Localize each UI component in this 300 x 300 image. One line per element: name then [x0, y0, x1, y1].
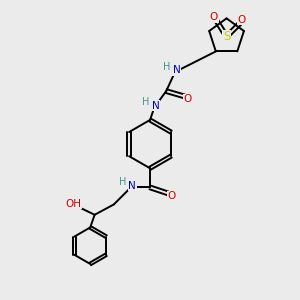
Text: H: H	[119, 177, 126, 187]
Text: S: S	[223, 30, 230, 43]
Text: OH: OH	[65, 199, 81, 208]
Text: O: O	[238, 15, 246, 25]
Text: H: H	[142, 97, 150, 107]
Text: N: N	[172, 65, 180, 76]
Text: H: H	[163, 62, 170, 72]
Text: N: N	[128, 181, 136, 191]
Text: O: O	[210, 13, 218, 22]
Text: O: O	[167, 191, 175, 201]
Text: N: N	[152, 101, 160, 111]
Text: O: O	[184, 94, 192, 104]
